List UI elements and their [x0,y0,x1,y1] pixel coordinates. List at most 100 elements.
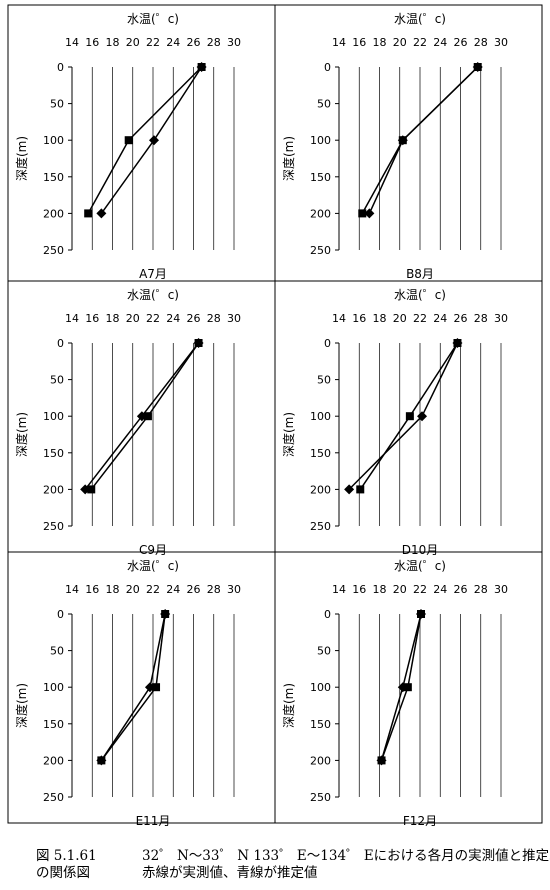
x-tick-label: 28 [474,583,488,596]
x-tick-label: 26 [187,36,201,49]
y-tick-label: 100 [43,410,64,423]
y-tick-label: 250 [43,520,64,533]
x-tick-label: 16 [352,36,366,49]
data-point [194,339,203,347]
data-point [87,485,96,494]
y-axis-label: 深度(m) [14,683,29,728]
x-tick-label: 24 [166,312,180,325]
y-tick-label: 150 [310,171,331,184]
x-tick-label: 22 [413,312,427,325]
x-tick-label: 18 [373,583,387,596]
y-tick-label: 50 [317,374,331,387]
chart-panel: 水温(゜c) 14 16 18 20 22 24 26 28 30 0 50 100 150 200 250 深… [274,4,543,282]
x-tick-label: 30 [227,36,241,49]
x-tick-label: 20 [393,583,407,596]
y-tick-label: 200 [43,207,64,220]
data-point [152,683,161,692]
series-line [348,342,459,490]
x-axis-label: 水温(゜c) [394,559,446,573]
x-tick-label: 24 [166,583,180,596]
x-tick-label: 16 [85,312,99,325]
data-point [364,208,375,219]
y-tick-label: 0 [57,61,64,74]
data-point [405,412,414,421]
y-axis-label: 深度(m) [281,683,296,728]
y-tick-label: 100 [43,134,64,147]
data-point [197,63,206,71]
chart-title: D10月 [402,543,439,557]
x-tick-label: 16 [85,583,99,596]
x-tick-label: 20 [393,312,407,325]
caption-title: 32゜ N～33゜ N 133゜ E～134゜ Eにおける各月の実測値と推定水温 [142,848,550,864]
x-tick-label: 16 [352,312,366,325]
y-axis-label: 深度(m) [14,136,29,181]
x-tick-label: 26 [187,583,201,596]
y-tick-label: 50 [317,645,331,658]
x-tick-label: 14 [332,583,346,596]
x-tick-label: 14 [65,312,79,325]
y-tick-label: 50 [50,645,64,658]
data-point [96,208,107,219]
y-tick-label: 0 [324,608,331,621]
x-tick-label: 22 [146,312,160,325]
y-tick-label: 100 [310,681,331,694]
data-point [97,756,106,765]
x-tick-label: 22 [413,583,427,596]
chart-panel: 水温(゜c) 14 16 18 20 22 24 26 28 30 0 50 100 150 200 250 深… [274,280,543,557]
chart-figure: 水温(゜c)14 16 18 20 22 24 26 28 30050100150200250深… [7,4,543,828]
y-tick-label: 200 [43,754,64,767]
x-tick-label: 30 [494,36,508,49]
x-tick-label: 30 [494,583,508,596]
y-tick-label: 150 [43,718,64,731]
x-tick-label: 14 [65,583,79,596]
caption-label-continued: の関係図 [36,865,90,881]
x-tick-label: 30 [494,312,508,325]
chart-title: F12月 [403,814,437,828]
data-point [417,411,428,422]
x-tick-label: 30 [227,583,241,596]
y-tick-label: 0 [57,608,64,621]
data-point [149,135,160,146]
x-tick-label: 14 [332,312,346,325]
y-tick-label: 50 [317,98,331,111]
x-tick-label: 18 [106,312,120,325]
figure-caption: 図 5.1.61 32゜ N～33゜ N 133゜ E～134゜ Eにおける各月… [36,848,550,888]
chart-panel: 水温(゜c) 14 16 18 20 22 24 26 28 30 0 50 100 150 200 250 深… [274,551,543,828]
y-tick-label: 0 [324,337,331,350]
chart-title: E11月 [136,814,171,828]
data-point [356,485,365,494]
series-line [87,66,203,214]
data-point [143,412,152,421]
y-tick-label: 250 [310,520,331,533]
data-point [377,756,386,765]
data-point [473,63,482,71]
caption-label: 図 5.1.61 [36,848,97,864]
x-tick-label: 28 [474,36,488,49]
y-tick-label: 100 [310,134,331,147]
y-tick-label: 250 [310,791,331,804]
y-tick-label: 50 [50,374,64,387]
x-tick-label: 26 [454,312,468,325]
y-axis-label: 深度(m) [14,412,29,457]
data-point [161,610,170,618]
data-point [403,683,412,692]
y-tick-label: 250 [43,244,64,257]
x-tick-label: 22 [146,583,160,596]
y-tick-label: 0 [324,61,331,74]
chart-panel: 水温(゜c) 14 16 18 20 22 24 26 28 30 0 50 100 150 200 250 深… [7,280,276,557]
data-point [358,209,367,218]
x-tick-label: 14 [65,36,79,49]
x-tick-label: 20 [126,583,140,596]
x-tick-label: 26 [454,583,468,596]
x-axis-label: 水温(゜c) [127,288,179,302]
x-tick-label: 16 [85,36,99,49]
data-point [398,136,407,145]
x-tick-label: 20 [126,36,140,49]
x-tick-label: 16 [352,583,366,596]
x-tick-label: 24 [433,583,447,596]
x-tick-label: 28 [207,312,221,325]
x-axis-label: 水温(゜c) [127,559,179,573]
x-tick-label: 18 [373,36,387,49]
y-tick-label: 150 [310,718,331,731]
y-tick-label: 200 [310,754,331,767]
